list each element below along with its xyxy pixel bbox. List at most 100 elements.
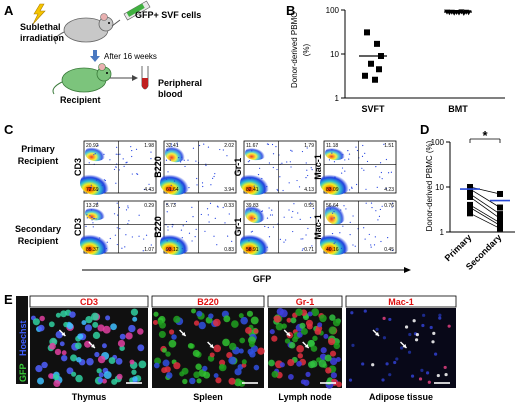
side-label-gfp: GFP — [18, 363, 28, 382]
quadrant-value: 1.51 — [384, 143, 394, 149]
quadrant-value: 1.79 — [304, 143, 314, 149]
significance-star: * — [482, 128, 488, 143]
chart-b-point-svft — [376, 66, 382, 73]
chart-d-ylabel: Donor-derived PBMC (%) — [425, 140, 434, 231]
green-mouse-icon — [52, 63, 112, 95]
quadrant-value: 0.83 — [224, 247, 234, 253]
quadrant-value: 32.41 — [166, 143, 179, 149]
chart-b-ytick-label: 10 — [330, 50, 339, 59]
quadrant-value: 61.64 — [166, 187, 179, 193]
chart-d-pair-line — [469, 196, 501, 219]
chart-d-pair-line — [469, 188, 501, 208]
flow-ylabel: B220 — [153, 156, 163, 178]
quadrant-value: 39.83 — [246, 203, 259, 209]
density-blob — [80, 171, 112, 195]
irradiation-label-2: irradiation — [20, 33, 64, 43]
chart-d-point-primary — [467, 190, 473, 197]
density-blob — [240, 231, 272, 255]
panel-e-microscopy: GFP Hoechst CD3 Thymus B220 Spleen Gr-1 Lymph… — [16, 295, 457, 402]
quadrant-value: 72.69 — [86, 187, 99, 193]
row-label-primary-2: Recipient — [18, 156, 59, 166]
density-blob — [240, 171, 272, 195]
quadrant-value: 83.09 — [326, 187, 339, 193]
chart-d-point-primary — [467, 210, 473, 217]
chart-d-pair-line — [469, 207, 501, 226]
row-label-primary-1: Primary — [21, 144, 55, 154]
flow-plot: 13.28 0.29 85.37 1.07 CD3 — [73, 200, 157, 255]
blood-label-1: Peripheral — [158, 78, 202, 88]
panel-label-d: D — [420, 122, 429, 137]
quadrant-value: 85.37 — [86, 247, 99, 253]
chart-b-point-svft — [374, 40, 380, 47]
syringe-icon — [111, 0, 151, 27]
chart-d-point-secondary — [497, 222, 503, 229]
chart-b-category-label: BMT — [448, 104, 468, 114]
quadrant-value: 2.02 — [224, 143, 234, 149]
chart-b-point-svft — [364, 29, 370, 36]
row-label-secondary-2: Recipient — [18, 236, 59, 246]
chart-b-point-svft — [372, 76, 378, 83]
chart-b-point-svft — [368, 60, 374, 67]
quadrant-value: 58.91 — [246, 247, 259, 253]
quadrant-value: 5.73 — [166, 203, 176, 209]
density-blob — [320, 171, 352, 195]
tissue-label: Spleen — [193, 392, 223, 402]
quadrant-value: 1.98 — [144, 143, 154, 149]
side-label-hoechst: Hoechst — [18, 320, 28, 356]
irradiation-label-1: Sublethal — [20, 22, 61, 32]
density-blob — [245, 145, 267, 161]
panel-label-b: B — [286, 3, 295, 18]
marker-label: CD3 — [80, 297, 98, 307]
chart-d-pair-line — [469, 186, 501, 195]
flow-plot: 56.64 0.76 40.16 0.45 Mac-1 — [313, 200, 397, 255]
micrograph: CD3 Thymus — [29, 295, 149, 402]
chart-b-ylabel-1: Donor-derived PBMC — [290, 12, 299, 88]
flow-plot: 32.41 2.02 61.64 3.94 B220 — [153, 140, 237, 195]
chart-d: Donor-derived PBMC (%) * 100101PrimarySe… — [425, 128, 515, 272]
quadrant-value: 0.55 — [304, 203, 314, 209]
quadrant-value: 1.07 — [144, 247, 154, 253]
quadrant-value: 3.94 — [224, 187, 234, 193]
flow-ylabel: B220 — [153, 216, 163, 238]
blood-tube-icon — [141, 66, 149, 90]
flow-xlabel: GFP — [253, 274, 272, 284]
cells-label: GFP+ SVF cells — [135, 10, 201, 20]
marker-label: B220 — [197, 297, 219, 307]
marker-label: Mac-1 — [388, 297, 414, 307]
mouse-icon — [54, 13, 114, 45]
panel-a-schematic: Sublethal irradiation GFP+ SVF cells Aft… — [20, 0, 202, 105]
quadrant-value: 13.28 — [86, 203, 99, 209]
chart-d-point-secondary — [497, 190, 503, 197]
flow-ylabel: Mac-1 — [313, 154, 323, 180]
wait-label: After 16 weeks — [104, 52, 157, 61]
density-blob — [85, 144, 107, 162]
chart-d-point-secondary — [497, 225, 503, 232]
quadrant-value: 4.43 — [144, 187, 154, 193]
quadrant-value: 0.29 — [144, 203, 154, 209]
density-blob — [245, 203, 267, 223]
density-blob — [325, 145, 347, 161]
quadrant-value: 82.41 — [246, 187, 259, 193]
chart-d-point-secondary — [497, 204, 503, 211]
micrograph: Gr-1 Lymph node — [267, 295, 343, 402]
chart-b-category-label: SVFT — [361, 104, 385, 114]
chart-b-ytick-label: 100 — [326, 6, 340, 15]
chart-d-ytick-label: 10 — [435, 183, 444, 192]
panel-c-flow-plots: Primary Recipient Secondary Recipient GF… — [15, 140, 411, 284]
quadrant-value: 93.12 — [166, 247, 179, 253]
tissue-label: Thymus — [72, 392, 107, 402]
quadrant-value: 0.45 — [384, 247, 394, 253]
quadrant-value: 11.67 — [246, 143, 258, 149]
density-blob — [325, 201, 347, 225]
chart-b-point-svft — [362, 72, 368, 79]
chart-b-ylabel-2: (%) — [302, 43, 311, 56]
marker-label: Gr-1 — [296, 297, 315, 307]
chart-d-pair-line — [469, 193, 501, 215]
lightning-icon — [32, 3, 46, 25]
density-blob — [85, 205, 107, 221]
quadrant-value: 56.64 — [326, 203, 339, 209]
quadrant-value: 0.33 — [224, 203, 234, 209]
tissue-label: Lymph node — [278, 392, 331, 402]
quadrant-value: 40.16 — [326, 247, 339, 253]
